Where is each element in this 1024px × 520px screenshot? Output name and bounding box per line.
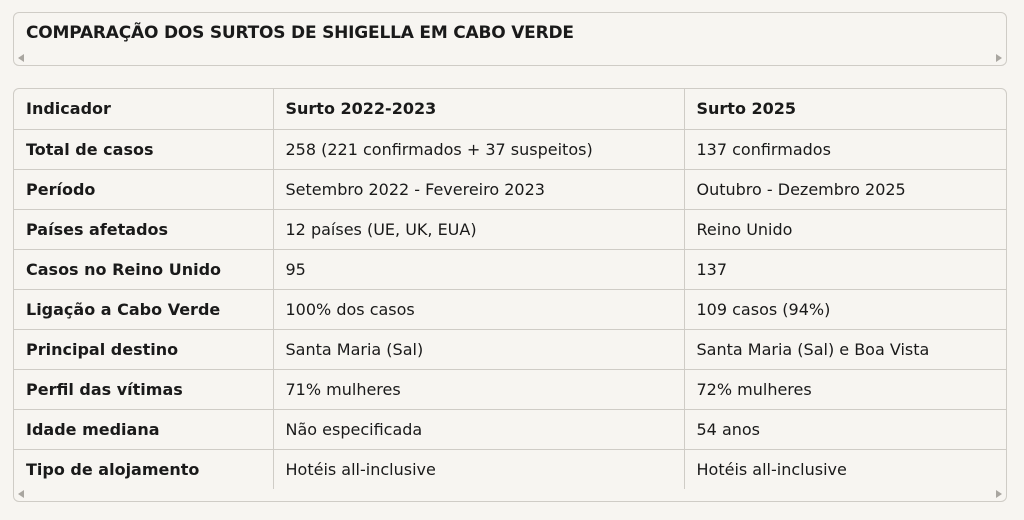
row-indicator-cell: Casos no Reino Unido [14,249,274,290]
table-row: Tipo de alojamento Hotéis all-inclusive Ho… [14,449,1006,489]
table-cell: 109 casos (94%) [684,289,1006,330]
table-cell: Não especificada [273,409,685,450]
table-scroll-left-icon[interactable] [18,490,24,498]
row-indicator-cell: Total de casos [14,129,274,170]
scroll-left-icon[interactable] [18,54,24,62]
table-cell: Hotéis all-inclusive [273,449,685,489]
table-row: Período Setembro 2022 - Fevereiro 2023 Out… [14,169,1006,210]
table-row: Perfil das vítimas 71% mulheres 72% mulher… [14,369,1006,410]
table-row: Total de casos 258 (221 confirmados + 37 … [14,129,1006,170]
scroll-right-icon[interactable] [996,54,1002,62]
row-indicator-cell: Principal destino [14,329,274,370]
table-cell: Setembro 2022 - Fevereiro 2023 [273,169,685,210]
row-indicator-cell: Perfil das vítimas [14,369,274,410]
table-cell: Santa Maria (Sal) e Boa Vista [684,329,1006,370]
table-cell: Santa Maria (Sal) [273,329,685,370]
table-cell: 71% mulheres [273,369,685,410]
table-cell: 137 confirmados [684,129,1006,170]
table-scroll-right-icon[interactable] [996,490,1002,498]
table-row: Ligação a Cabo Verde 100% dos casos 109 ca… [14,289,1006,330]
comparison-table: Indicador Surto 2022-2023 Surto 2025 Tot… [14,89,1006,489]
header-indicador: Indicador [14,89,274,130]
table-cell: Hotéis all-inclusive [696,459,847,479]
table-cell: 54 anos [684,409,1006,450]
page-title: COMPARAÇÃO DOS SURTOS DE SHIGELLA EM CAB… [26,23,574,43]
table-header-row: Indicador Surto 2022-2023 Surto 2025 [14,89,1006,130]
row-indicator-cell: Período [14,169,274,210]
table-row: Principal destino Santa Maria (Sal) Santa … [14,329,1006,370]
row-indicator-cell: Ligação a Cabo Verde [14,289,274,330]
header-surto-2022-2023: Surto 2022-2023 [273,89,685,130]
header-surto-2025: Surto 2025 [684,89,1006,130]
table-cell: 258 (221 confirmados + 37 suspeitos) [273,129,685,170]
table-row: Casos no Reino Unido 95 137 [14,249,1006,290]
table-row: Idade mediana Não especificada 54 anos [14,409,1006,450]
table-cell: 95 [273,249,685,290]
table-cell: Reino Unido [684,209,1006,250]
comparison-table-container: Indicador Surto 2022-2023 Surto 2025 Tot… [13,88,1007,502]
row-indicator-cell: Idade mediana [14,409,274,450]
table-cell: 100% dos casos [273,289,685,330]
title-container: COMPARAÇÃO DOS SURTOS DE SHIGELLA EM CAB… [13,12,1007,66]
table-cell: Outubro - Dezembro 2025 [684,169,1006,210]
table-cell: 137 [684,249,1006,290]
table-cell: 72% mulheres [684,369,1006,410]
table-row: Países afetados 12 países (UE, UK, EUA) Re… [14,209,1006,250]
row-indicator-cell: Países afetados [14,209,274,250]
table-cell: 12 países (UE, UK, EUA) [273,209,685,250]
row-indicator-cell: Tipo de alojamento [14,449,274,489]
